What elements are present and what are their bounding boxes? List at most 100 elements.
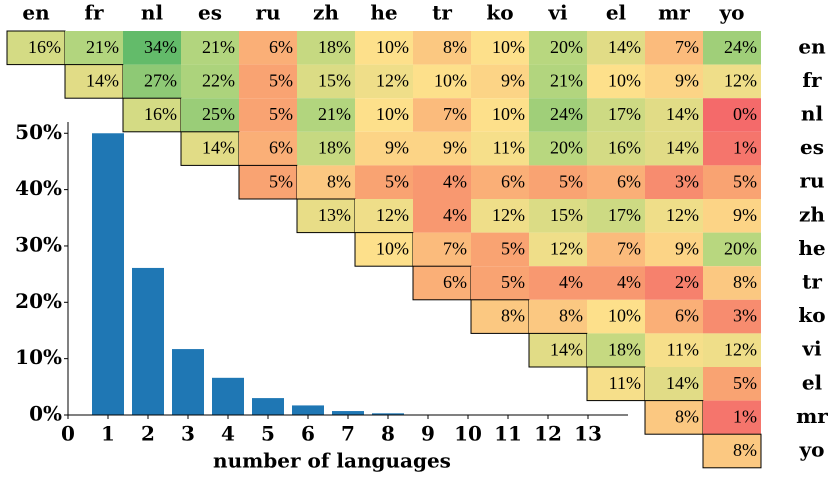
heatmap-cell xyxy=(587,266,645,300)
y-tick-label: 20% xyxy=(15,289,62,313)
heatmap-cell xyxy=(239,98,297,132)
column-label: zh xyxy=(313,1,339,25)
row-label: yo xyxy=(799,438,825,462)
bar xyxy=(92,133,124,415)
cell-label: 20% xyxy=(724,239,757,259)
cell-label: 5% xyxy=(269,171,293,191)
heatmap-cell xyxy=(587,64,645,99)
cell-label: 12% xyxy=(724,339,757,359)
row-label: tr xyxy=(802,270,822,294)
heatmap-cell xyxy=(297,31,355,65)
cell-label: 15% xyxy=(550,205,583,225)
bar xyxy=(132,267,164,415)
column-label: nl xyxy=(141,1,164,25)
cell-label: 25% xyxy=(202,104,235,124)
cell-label: 24% xyxy=(724,37,757,57)
heatmap-cell xyxy=(645,333,703,367)
bar xyxy=(292,405,324,415)
cell-label: 5% xyxy=(733,373,757,393)
cell-label: 11% xyxy=(493,138,525,158)
cell-label: 8% xyxy=(327,171,351,191)
cell-label: 2% xyxy=(675,272,699,292)
heatmap-cell xyxy=(529,232,587,267)
heatmap-cell xyxy=(181,98,239,132)
cell-label: 5% xyxy=(501,272,525,292)
cell-label: 8% xyxy=(733,272,757,292)
cell-label: 3% xyxy=(733,306,757,326)
cell-label: 11% xyxy=(609,373,641,393)
cell-label: 7% xyxy=(443,239,467,259)
column-label: es xyxy=(198,1,222,25)
heatmap-cell xyxy=(645,64,703,99)
heatmap-cell xyxy=(239,31,297,65)
heatmap-cell xyxy=(529,31,587,65)
cell-label: 18% xyxy=(608,339,641,359)
heatmap-cell xyxy=(703,64,761,99)
cell-label: 10% xyxy=(376,37,409,57)
bar xyxy=(252,398,284,415)
heatmap-cell xyxy=(529,299,587,334)
row-label: nl xyxy=(801,102,824,126)
cell-label: 18% xyxy=(318,37,351,57)
x-tick-label: 7 xyxy=(341,422,355,446)
heatmap-cell xyxy=(471,266,529,300)
heatmap-cell xyxy=(471,31,529,65)
heatmap-cell xyxy=(355,199,413,233)
cell-label: 10% xyxy=(376,239,409,259)
column-label: en xyxy=(22,1,50,25)
column-label: mr xyxy=(658,1,690,25)
heatmap-cell xyxy=(587,333,645,367)
heatmap-cell xyxy=(413,98,471,132)
cell-label: 21% xyxy=(550,71,583,91)
heatmap-cell xyxy=(123,31,181,65)
y-tick-label: 30% xyxy=(15,232,62,256)
heatmap-cell xyxy=(65,31,123,65)
heatmap-cell xyxy=(471,232,529,267)
heatmap-cell xyxy=(645,98,703,132)
cell-label: 16% xyxy=(608,138,641,158)
cell-label: 4% xyxy=(559,272,583,292)
cell-label: 10% xyxy=(608,71,641,91)
heatmap-cell xyxy=(529,64,587,99)
cell-label: 5% xyxy=(559,171,583,191)
heatmap-cell xyxy=(529,131,587,166)
cell-label: 7% xyxy=(443,104,467,124)
column-label: ru xyxy=(255,1,280,25)
cell-label: 6% xyxy=(501,171,525,191)
heatmap-cell xyxy=(703,333,761,367)
cell-label: 34% xyxy=(144,37,177,57)
cell-label: 13% xyxy=(318,205,351,225)
heatmap-cell xyxy=(703,199,761,233)
x-tick-label: 2 xyxy=(141,422,155,446)
heatmap-cell xyxy=(239,64,297,99)
heatmap-cell xyxy=(586,366,646,402)
cell-label: 4% xyxy=(443,171,467,191)
heatmap-cell xyxy=(297,165,355,199)
cell-label: 21% xyxy=(202,37,235,57)
heatmap-cell xyxy=(122,97,182,133)
x-tick-label: 9 xyxy=(421,422,435,446)
cell-label: 8% xyxy=(675,407,699,427)
heatmap-cell xyxy=(413,64,471,99)
cell-label: 5% xyxy=(733,171,757,191)
y-tick-label: 50% xyxy=(15,120,62,144)
cell-label: 10% xyxy=(608,306,641,326)
cell-label: 17% xyxy=(608,205,641,225)
bar xyxy=(212,377,244,415)
cell-label: 9% xyxy=(385,138,409,158)
heatmap-cell xyxy=(529,98,587,132)
heatmap-cell xyxy=(181,64,239,99)
cell-label: 10% xyxy=(434,71,467,91)
heatmap-cell xyxy=(529,266,587,300)
bar xyxy=(372,413,404,415)
x-tick-label: 4 xyxy=(221,422,235,446)
cell-label: 12% xyxy=(376,71,409,91)
cell-label: 14% xyxy=(666,138,699,158)
cell-label: 14% xyxy=(202,138,235,158)
cell-label: 17% xyxy=(608,104,641,124)
x-tick-label: 0 xyxy=(61,422,75,446)
cell-label: 12% xyxy=(724,71,757,91)
cell-label: 4% xyxy=(443,205,467,225)
cell-label: 12% xyxy=(550,239,583,259)
cell-label: 14% xyxy=(550,339,583,359)
